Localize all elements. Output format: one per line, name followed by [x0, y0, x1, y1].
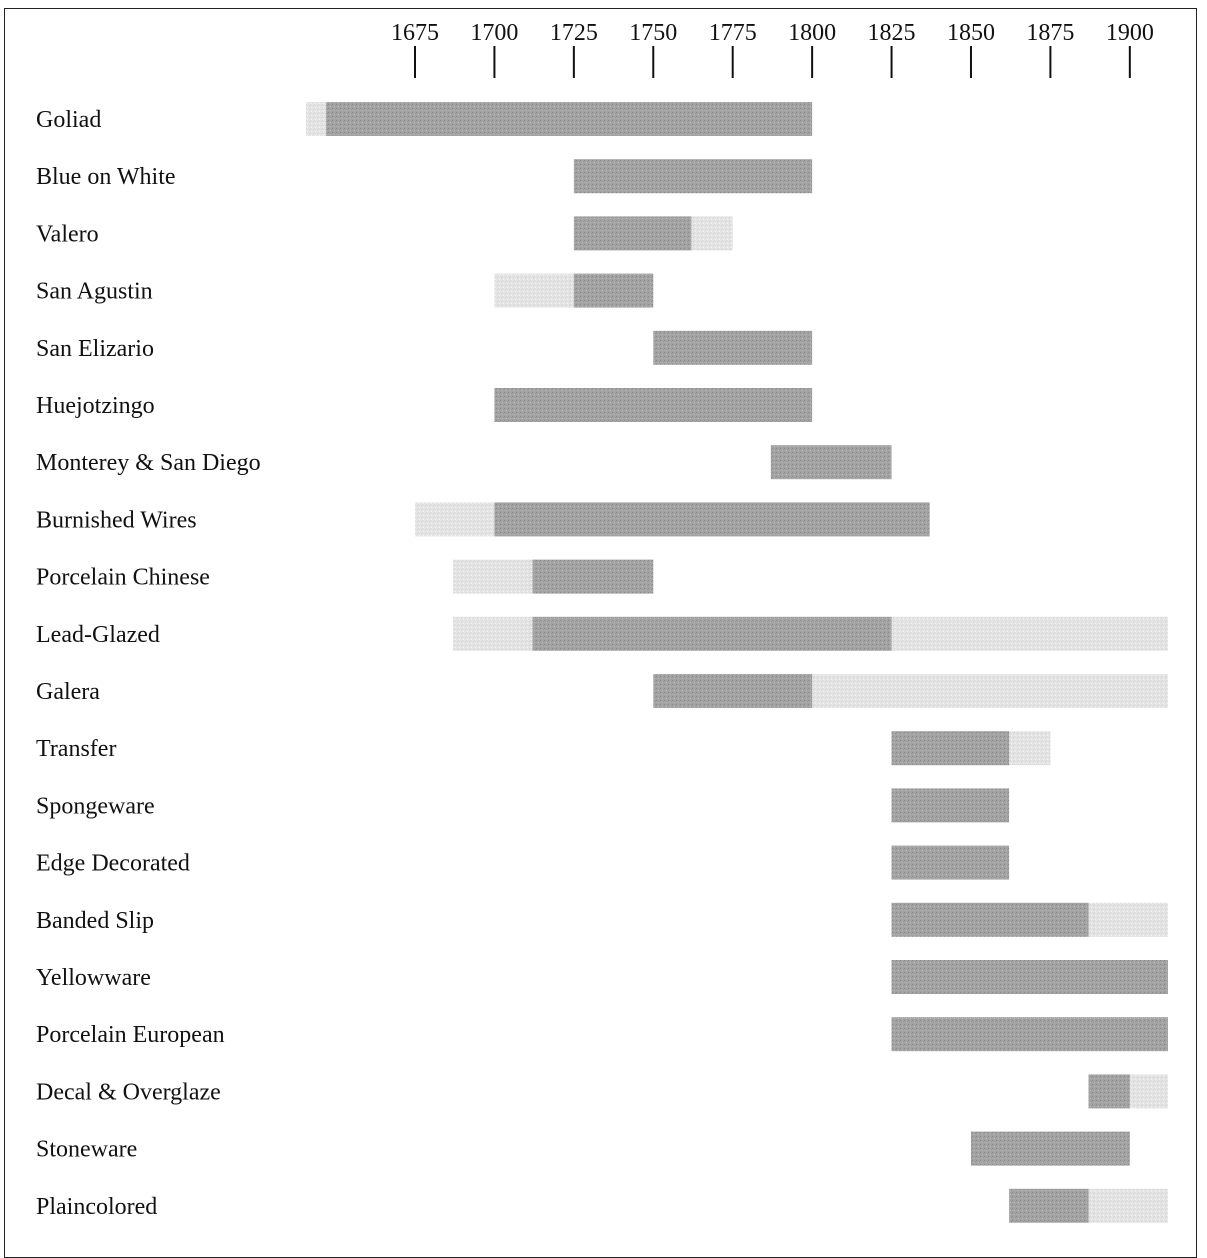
- bar-extended-14-0: [1088, 902, 1168, 937]
- bar-primary-3: [573, 273, 654, 308]
- row-label: Porcelain Chinese: [36, 565, 210, 591]
- bars: [306, 102, 1168, 1223]
- bar-extended-8-0: [453, 559, 533, 594]
- bar-primary-8: [532, 559, 654, 594]
- x-tick-label: 1800: [788, 20, 836, 46]
- bar-extended-10-0: [812, 674, 1168, 708]
- row-label: Huejotzingo: [36, 393, 155, 419]
- bar-extended-9-1: [891, 616, 1168, 651]
- row-label: Transfer: [36, 736, 116, 762]
- x-tick-label: 1775: [709, 20, 757, 46]
- bar-primary-5: [494, 388, 813, 422]
- x-tick-label: 1725: [550, 20, 598, 46]
- row-label: Burnished Wires: [36, 507, 197, 533]
- x-tick-label: 1900: [1106, 20, 1154, 46]
- bar-extended-3-0: [494, 273, 574, 308]
- bar-primary-4: [653, 330, 813, 365]
- bar-primary-9: [532, 616, 892, 651]
- bar-primary-6: [770, 445, 892, 480]
- row-label: San Elizario: [36, 336, 154, 362]
- row-label: Lead-Glazed: [36, 622, 160, 648]
- row-label: Monterey & San Diego: [36, 450, 261, 476]
- row-label: Galera: [36, 679, 100, 705]
- x-tick-label: 1875: [1026, 20, 1074, 46]
- x-tick-label: 1850: [947, 20, 995, 46]
- row-label: Goliad: [36, 107, 101, 133]
- x-tick-label: 1675: [391, 20, 439, 46]
- row-labels: Goliad Blue on White Valero San Agustin San …: [36, 107, 261, 1220]
- row-label: Banded Slip: [36, 908, 154, 934]
- bar-extended-0-0: [306, 102, 327, 136]
- x-axis: 1675 1700 1725 1750 1775 1800 1825 1850 1875 1900: [391, 20, 1154, 78]
- bar-primary-17: [1088, 1074, 1130, 1109]
- bar-primary-18: [970, 1131, 1130, 1166]
- bar-extended-2-0: [691, 216, 733, 251]
- bar-extended-9-0: [453, 616, 533, 651]
- bar-primary-14: [891, 902, 1089, 937]
- bar-extended-17-0: [1129, 1074, 1168, 1109]
- bar-primary-7: [494, 502, 930, 537]
- bar-extended-11-0: [1009, 731, 1051, 766]
- bar-primary-10: [653, 674, 813, 708]
- bar-primary-19: [1009, 1188, 1089, 1223]
- bar-primary-11: [891, 731, 1010, 766]
- row-label: Valero: [36, 221, 99, 247]
- x-tick-label: 1700: [470, 20, 518, 46]
- row-label: Plaincolored: [36, 1194, 157, 1220]
- row-label: Decal & Overglaze: [36, 1079, 221, 1105]
- row-label: Blue on White: [36, 164, 176, 190]
- bar-primary-1: [573, 159, 813, 194]
- x-tick-label: 1825: [868, 20, 916, 46]
- x-tick-label: 1750: [629, 20, 677, 46]
- bar-primary-2: [573, 216, 692, 251]
- row-label: Spongeware: [36, 793, 155, 819]
- row-label: Edge Decorated: [36, 851, 190, 877]
- row-label: Porcelain European: [36, 1022, 225, 1048]
- bar-primary-0: [326, 102, 813, 136]
- bar-primary-13: [891, 845, 1010, 880]
- bar-primary-16: [891, 1017, 1168, 1052]
- bar-primary-15: [891, 960, 1168, 994]
- row-label: Stoneware: [36, 1137, 137, 1163]
- row-label: Yellowware: [36, 965, 151, 991]
- row-label: San Agustin: [36, 279, 153, 305]
- bar-extended-7-0: [415, 502, 495, 537]
- bar-primary-12: [891, 788, 1010, 823]
- bar-extended-19-0: [1088, 1188, 1168, 1223]
